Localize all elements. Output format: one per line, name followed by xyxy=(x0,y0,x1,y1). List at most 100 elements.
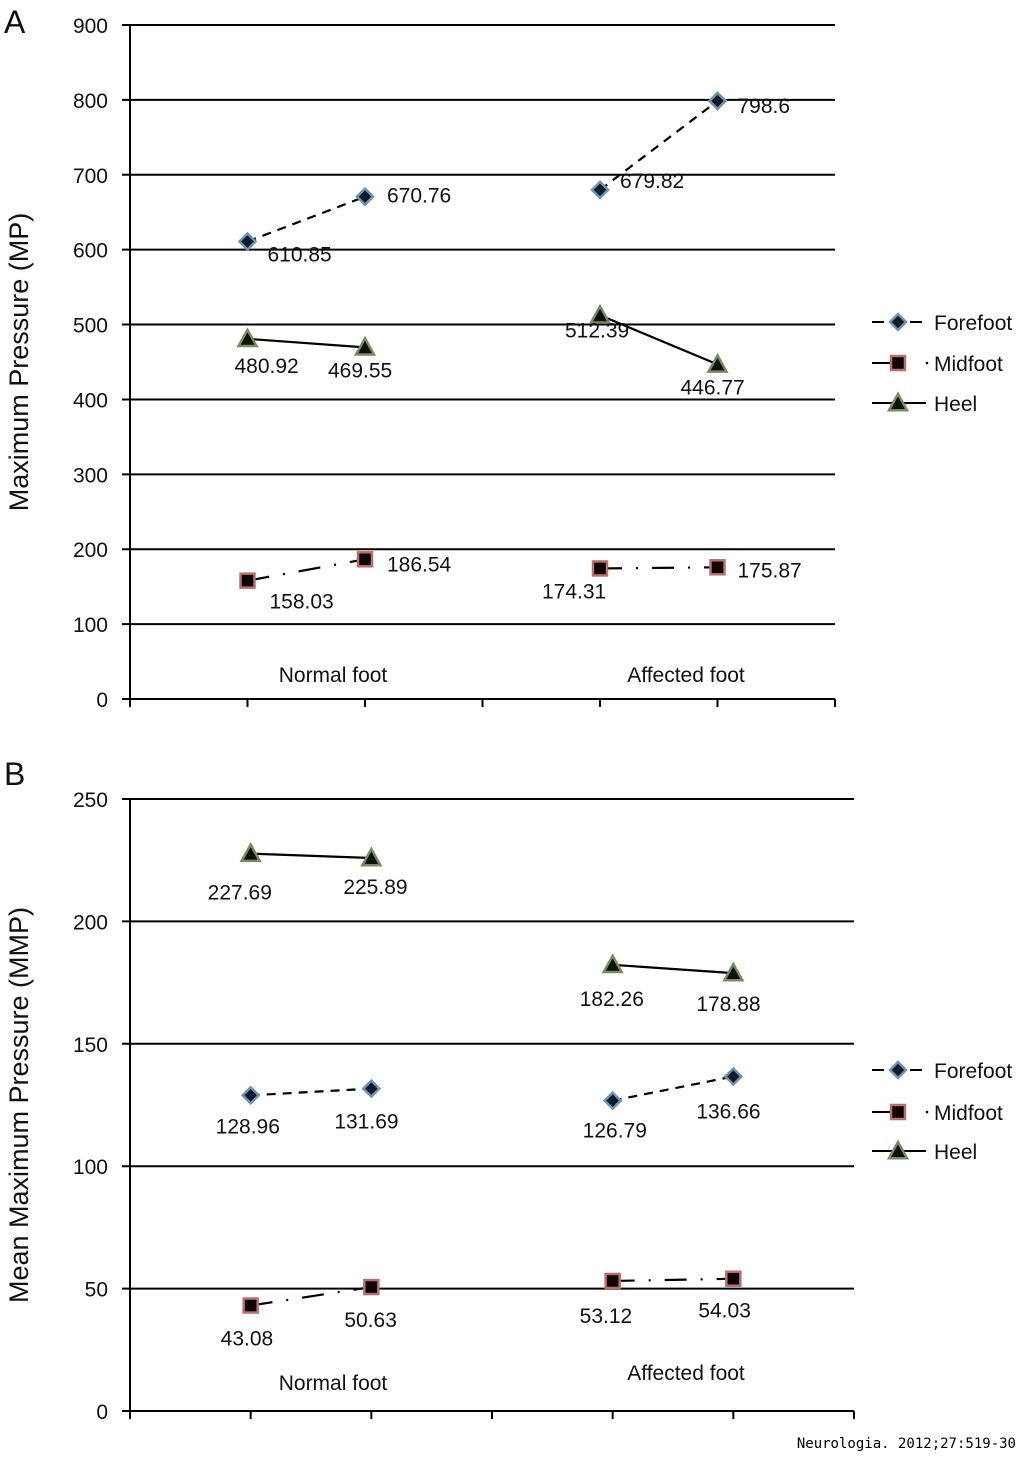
citation: Neurologia. 2012;27:519-30 xyxy=(796,1436,1016,1452)
series-line xyxy=(612,963,734,975)
series-midfoot: 158.03 186.54 174.31 175.87 xyxy=(239,551,802,614)
series-heel: 227.69 225.89 182.26 178.88 xyxy=(208,842,761,1016)
y-tick-label: 200 xyxy=(73,539,108,562)
panel-label: A xyxy=(4,4,26,40)
y-tick-label: 250 xyxy=(73,789,108,812)
y-tick-label: 800 xyxy=(73,90,108,113)
y-axis-label: Maximum Pressure (MP) xyxy=(4,213,34,512)
data-label: 43.08 xyxy=(221,1328,274,1351)
legend-label: Forefoot xyxy=(934,1060,1012,1083)
square-icon xyxy=(889,354,907,372)
data-label: 225.89 xyxy=(343,876,407,899)
series-line xyxy=(612,1075,734,1102)
data-point xyxy=(242,1297,259,1314)
data-label: 670.76 xyxy=(387,185,451,208)
data-label: 136.66 xyxy=(696,1100,760,1123)
data-label: 53.12 xyxy=(580,1305,633,1328)
data-point xyxy=(591,560,609,577)
triangle-icon xyxy=(886,391,910,412)
data-point xyxy=(602,1090,623,1111)
data-label: 50.63 xyxy=(344,1309,397,1332)
data-point xyxy=(239,572,256,589)
y-tick-label: 400 xyxy=(73,389,108,412)
data-label: 126.79 xyxy=(583,1120,647,1143)
data-label: 512.39 xyxy=(565,319,629,342)
data-point xyxy=(239,842,262,863)
y-tick-label: 300 xyxy=(73,464,108,487)
series-line xyxy=(599,100,719,191)
series-line xyxy=(599,566,718,570)
series-line xyxy=(247,558,366,582)
series-line xyxy=(247,195,366,243)
data-point xyxy=(236,327,259,348)
y-tick-label: 600 xyxy=(73,240,108,263)
diamond-icon xyxy=(888,312,908,332)
legend-line xyxy=(925,1110,929,1114)
y-tick-label: 50 xyxy=(85,1279,108,1302)
data-label: 131.69 xyxy=(334,1111,398,1134)
legend: Forefoot Midfoot Heel xyxy=(872,1060,1012,1164)
data-point xyxy=(240,1085,261,1106)
data-label: 679.82 xyxy=(620,170,684,193)
legend-label: Heel xyxy=(934,393,977,416)
panel-label: B xyxy=(4,756,25,792)
y-tick-label: 150 xyxy=(73,1034,108,1057)
series-forefoot: 128.96 131.69 126.79 136.66 xyxy=(216,1066,761,1143)
data-label: 798.6 xyxy=(738,95,791,118)
data-point xyxy=(353,335,377,356)
triangle-icon xyxy=(886,1139,910,1160)
data-label: 446.77 xyxy=(681,376,745,399)
chart-panel-a: A 0 100 200 300 400 500 600 700 800 900 Maximum Pre… xyxy=(4,4,1012,712)
series-line xyxy=(250,1285,372,1307)
square-icon xyxy=(889,1103,907,1121)
group-label: Affected foot xyxy=(627,664,745,687)
data-label: 182.26 xyxy=(580,988,644,1011)
data-label: 174.31 xyxy=(542,580,606,603)
data-label: 178.88 xyxy=(696,993,760,1016)
legend-label: Midfoot xyxy=(934,1102,1003,1125)
series-line xyxy=(612,1277,734,1283)
data-label: 158.03 xyxy=(270,591,334,614)
data-point xyxy=(722,961,745,982)
y-tick-label: 200 xyxy=(73,911,108,934)
data-label: 480.92 xyxy=(235,355,299,378)
series-line xyxy=(250,852,372,860)
data-point xyxy=(725,1270,742,1287)
series-line xyxy=(247,337,366,349)
data-point xyxy=(706,352,729,373)
y-tick-label: 900 xyxy=(73,15,108,38)
y-tick-label: 500 xyxy=(73,315,108,338)
data-label: 175.87 xyxy=(738,559,802,582)
series-line xyxy=(599,314,718,366)
data-point xyxy=(601,953,624,974)
data-point xyxy=(363,1278,380,1296)
data-point xyxy=(360,846,383,867)
legend-item-heel: Heel xyxy=(872,391,977,416)
data-point xyxy=(355,186,375,207)
data-point xyxy=(590,180,610,200)
group-label: Normal foot xyxy=(279,1372,388,1395)
y-axis-label: Mean Maximum Pressure (MMP) xyxy=(4,907,34,1303)
group-label: Normal foot xyxy=(279,664,388,687)
legend-item-forefoot: Forefoot xyxy=(872,1060,1012,1083)
y-tick-label: 0 xyxy=(96,1401,108,1424)
y-tick-label: 100 xyxy=(73,1156,108,1179)
data-label: 128.96 xyxy=(216,1115,280,1138)
data-point xyxy=(723,1066,744,1087)
y-tick-label: 100 xyxy=(73,614,108,637)
data-point xyxy=(588,303,612,324)
data-point xyxy=(237,231,258,252)
legend-label: Forefoot xyxy=(934,312,1012,335)
legend-label: Heel xyxy=(934,1141,977,1164)
legend: Forefoot Midfoot Heel xyxy=(872,312,1012,416)
legend-line xyxy=(925,361,929,365)
group-label: Affected foot xyxy=(627,1362,745,1385)
data-point xyxy=(604,1272,621,1290)
data-point xyxy=(709,559,726,576)
legend-item-forefoot: Forefoot xyxy=(872,312,1012,335)
data-point xyxy=(707,91,728,111)
data-point xyxy=(361,1078,382,1099)
series-forefoot: 610.85 670.76 679.82 798.6 xyxy=(237,91,791,267)
y-tick-label: 700 xyxy=(73,165,108,188)
